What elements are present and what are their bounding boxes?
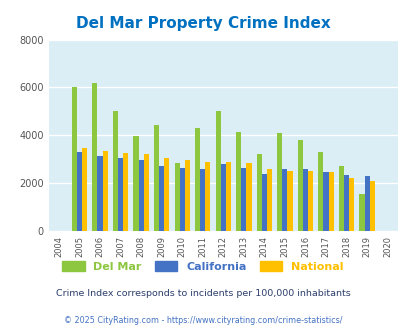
Bar [246, 163, 251, 231]
Bar [328, 172, 333, 231]
Bar [82, 148, 87, 231]
Bar [143, 154, 149, 231]
Bar [343, 175, 348, 231]
Bar [205, 162, 210, 231]
Bar [123, 153, 128, 231]
Bar [281, 169, 287, 231]
Bar [138, 160, 143, 231]
Bar [97, 156, 102, 231]
Bar [297, 140, 302, 231]
Bar [184, 160, 190, 231]
Bar [256, 154, 261, 231]
Text: Del Mar Property Crime Index: Del Mar Property Crime Index [75, 16, 330, 31]
Bar [302, 169, 307, 231]
Bar [287, 171, 292, 231]
Bar [92, 83, 97, 231]
Bar [133, 137, 138, 231]
Bar [215, 112, 220, 231]
Bar [241, 168, 246, 231]
Bar [200, 169, 205, 231]
Bar [153, 124, 159, 231]
Bar [159, 166, 164, 231]
Bar [164, 158, 169, 231]
Text: © 2025 CityRating.com - https://www.cityrating.com/crime-statistics/: © 2025 CityRating.com - https://www.city… [64, 315, 341, 325]
Bar [266, 169, 271, 231]
Bar [369, 181, 374, 231]
Bar [261, 174, 266, 231]
Text: Crime Index corresponds to incidents per 100,000 inhabitants: Crime Index corresponds to incidents per… [55, 289, 350, 298]
Bar [277, 133, 281, 231]
Bar [236, 132, 241, 231]
Bar [323, 172, 328, 231]
Bar [174, 163, 179, 231]
Bar [118, 158, 123, 231]
Bar [113, 112, 118, 231]
Bar [194, 128, 200, 231]
Bar [102, 151, 107, 231]
Bar [358, 194, 364, 231]
Bar [225, 162, 230, 231]
Bar [348, 178, 353, 231]
Bar [77, 152, 82, 231]
Bar [318, 152, 323, 231]
Bar [179, 168, 184, 231]
Bar [338, 166, 343, 231]
Bar [72, 87, 77, 231]
Bar [364, 176, 369, 231]
Bar [307, 171, 312, 231]
Bar [220, 164, 225, 231]
Legend: Del Mar, California, National: Del Mar, California, National [58, 256, 347, 276]
